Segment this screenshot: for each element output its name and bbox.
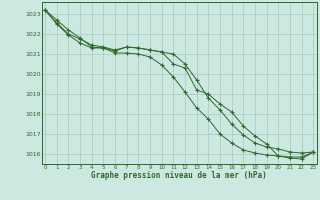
X-axis label: Graphe pression niveau de la mer (hPa): Graphe pression niveau de la mer (hPa) [91, 171, 267, 180]
